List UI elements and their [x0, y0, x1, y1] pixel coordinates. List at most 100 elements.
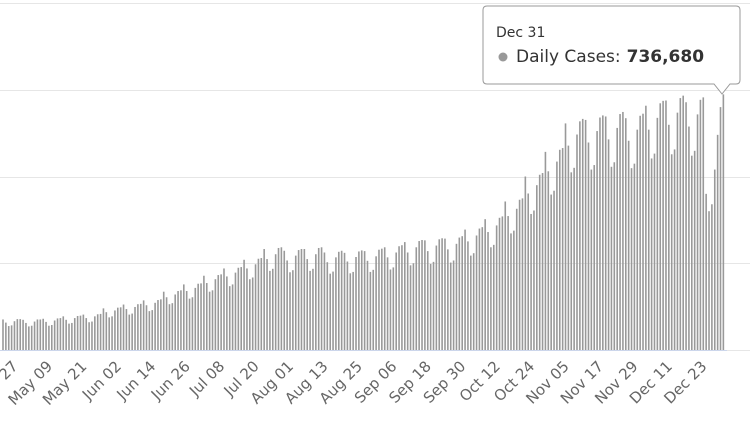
bar — [315, 254, 317, 350]
bar — [527, 193, 530, 350]
bar — [576, 134, 578, 350]
bar — [246, 268, 248, 350]
bar — [645, 105, 647, 350]
bar — [604, 116, 607, 351]
bar — [91, 321, 93, 350]
bar — [269, 270, 271, 350]
bar — [352, 271, 354, 350]
bar — [294, 255, 297, 350]
bar — [332, 271, 334, 350]
tooltip-marker — [498, 52, 508, 62]
bar — [217, 275, 220, 350]
bar — [300, 249, 303, 350]
bar — [33, 321, 36, 350]
bar — [7, 326, 10, 350]
bar — [656, 117, 659, 351]
bar — [553, 190, 555, 350]
bar — [82, 314, 85, 350]
bar — [36, 319, 39, 350]
bar — [498, 217, 501, 350]
bar — [421, 240, 423, 350]
bar — [148, 311, 151, 350]
bar — [337, 251, 340, 350]
bar — [19, 319, 22, 350]
bar — [547, 171, 550, 350]
bar — [22, 319, 24, 350]
bar — [85, 318, 88, 350]
bar — [662, 100, 664, 350]
bar — [88, 322, 90, 350]
bar — [504, 201, 507, 350]
bar — [696, 114, 699, 351]
bar — [524, 176, 527, 350]
bar — [647, 129, 650, 350]
bar — [441, 238, 443, 350]
bar — [593, 165, 596, 350]
bar — [188, 298, 191, 350]
bar — [73, 318, 76, 350]
bar — [114, 310, 116, 350]
bar — [16, 319, 19, 350]
bar — [544, 151, 547, 350]
x-tick-label: Jun 26 — [147, 357, 194, 404]
bar — [119, 307, 122, 350]
bar — [71, 322, 73, 350]
bar — [343, 252, 346, 350]
bar — [541, 173, 544, 350]
bar — [558, 149, 561, 350]
bar — [630, 168, 633, 350]
bar — [50, 325, 53, 350]
bar — [378, 249, 380, 350]
bar — [177, 291, 179, 350]
bar — [13, 321, 16, 350]
bar — [30, 325, 33, 350]
tooltip-box — [482, 5, 741, 95]
bar — [484, 219, 486, 350]
bar — [306, 259, 309, 350]
bar — [286, 260, 288, 350]
bar — [447, 249, 449, 350]
bar — [438, 239, 441, 350]
x-tick-label: Jun 14 — [113, 357, 160, 404]
bar — [716, 134, 719, 350]
bar — [25, 322, 27, 350]
bar — [139, 303, 142, 350]
bar — [346, 261, 349, 350]
tooltip: Dec 31 Daily Cases: 736,680 — [482, 5, 741, 95]
bar — [668, 124, 670, 350]
bar — [682, 95, 684, 350]
bar — [570, 172, 573, 350]
bar — [458, 237, 461, 350]
bar — [5, 322, 7, 350]
bar — [39, 319, 42, 350]
bar — [79, 315, 82, 350]
bar — [137, 304, 139, 350]
bar — [691, 155, 693, 350]
bar — [590, 169, 593, 350]
bar — [464, 229, 466, 350]
bar — [467, 241, 469, 350]
bar — [415, 247, 418, 350]
bar — [228, 286, 231, 350]
x-tick-label: Jun 02 — [78, 357, 125, 404]
bar — [145, 305, 148, 350]
bar — [536, 185, 538, 350]
bar — [280, 247, 283, 350]
bar — [171, 303, 174, 350]
bar — [401, 245, 403, 350]
bar — [619, 114, 621, 350]
bar — [208, 291, 211, 350]
x-tick-label: Jul 08 — [185, 357, 228, 400]
bar — [94, 316, 96, 350]
bar — [326, 262, 329, 350]
bar — [180, 290, 182, 350]
bar — [406, 252, 409, 350]
bar — [584, 119, 587, 351]
bar — [369, 271, 372, 350]
bar — [627, 140, 630, 350]
bar — [412, 263, 415, 350]
bar — [211, 290, 214, 350]
bar — [470, 255, 472, 350]
bar — [122, 304, 125, 350]
bar — [596, 131, 598, 350]
